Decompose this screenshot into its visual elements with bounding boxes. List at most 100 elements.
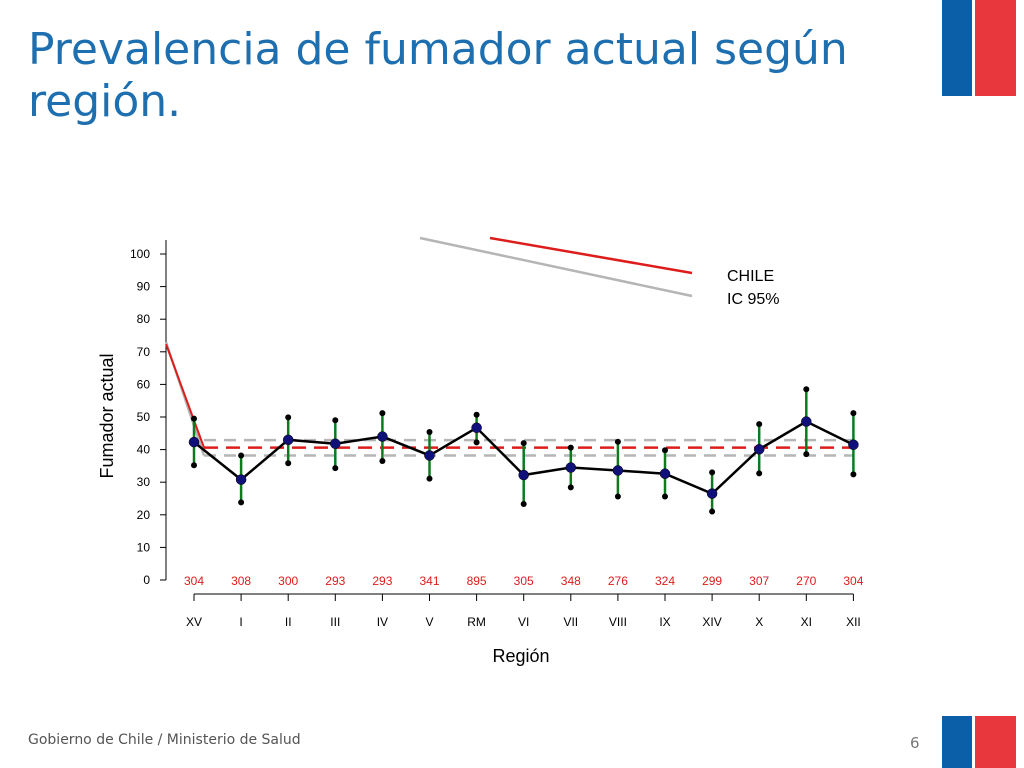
chart-marks: 304 308 300 293 293 341 895 305 348 276 324 299 307 2…	[184, 386, 864, 588]
ci-lower-point	[567, 484, 574, 491]
ci-lower-point	[426, 475, 433, 482]
x-tick-label: VIII	[609, 615, 627, 629]
sample-size-label: 293	[325, 574, 345, 588]
data-point	[518, 469, 529, 481]
ci-lower-point	[473, 439, 480, 446]
x-tick-label: V	[425, 615, 433, 629]
sample-size-label: 307	[749, 574, 769, 588]
sample-size-label: 270	[796, 574, 816, 588]
ci-lower-point	[709, 508, 716, 515]
flag-blue-stripe	[942, 716, 972, 768]
sample-size-label: 308	[231, 574, 251, 588]
ci-upper-point	[709, 469, 716, 476]
legend-ci-label: IC 95%	[727, 291, 779, 308]
data-point	[848, 439, 859, 450]
x-tick-label: I	[239, 615, 242, 629]
x-axis-label: Región	[492, 646, 549, 666]
ci-lower-point	[379, 458, 386, 465]
data-point	[706, 488, 718, 499]
data-point	[612, 465, 624, 476]
sample-size-label: 276	[608, 574, 628, 588]
legend-national-label: CHILE	[727, 268, 774, 285]
x-tick-label: IV	[377, 615, 388, 629]
reference-lines	[204, 438, 854, 457]
legend-national-leader	[165, 343, 205, 448]
footer-text: Gobierno de Chile / Ministerio de Salud	[28, 732, 301, 748]
sample-size-label: 304	[184, 574, 204, 588]
legend-ci-line	[419, 236, 693, 298]
ci-upper-point	[285, 414, 292, 421]
y-tick-label: 100	[130, 247, 150, 261]
x-tick-label: XI	[801, 615, 812, 629]
sample-size-label: 305	[514, 574, 534, 588]
sample-size-label: 341	[419, 574, 439, 588]
x-tick-label: III	[330, 615, 340, 629]
ci-upper-point	[379, 410, 386, 417]
legend-national-line	[489, 236, 693, 275]
x-tick-label: XII	[846, 615, 861, 629]
ci-lower-point	[332, 465, 339, 472]
data-point	[424, 450, 435, 461]
ci-lower-point	[756, 470, 763, 477]
ci-lower-point	[614, 493, 621, 500]
x-tick-label: X	[755, 615, 763, 629]
flag-logo-bottom	[942, 716, 1016, 768]
ci-upper-point	[803, 386, 810, 393]
sample-size-label: 300	[278, 574, 298, 588]
data-point	[235, 474, 247, 485]
ci-upper-point	[473, 411, 480, 418]
x-tick-label: VI	[518, 615, 529, 629]
x-tick-label: VII	[563, 615, 578, 629]
flag-logo-top	[942, 0, 1016, 96]
page-number: 6	[910, 734, 920, 752]
x-tick-label: IX	[659, 615, 670, 629]
ci-lower-point	[850, 471, 857, 478]
slide-title: Prevalencia de fumador actual según regi…	[28, 24, 848, 127]
y-tick-label: 60	[137, 377, 151, 391]
x-tick-label: XV	[186, 615, 202, 629]
sample-size-label: 304	[843, 574, 863, 588]
ci-lower-point	[662, 493, 668, 500]
ci-lower-point	[520, 501, 527, 508]
flag-red-stripe	[975, 0, 1016, 96]
ci-upper-point	[238, 452, 245, 459]
ci-upper-point	[614, 438, 621, 445]
x-tick-label: II	[285, 615, 292, 629]
ci-upper-point	[426, 428, 433, 435]
ci-upper-point	[567, 444, 574, 451]
ci-lower-point	[803, 451, 810, 458]
y-tick-label: 30	[137, 475, 151, 489]
y-tick-label: 70	[137, 345, 151, 359]
data-point	[753, 444, 765, 455]
data-point	[471, 422, 482, 434]
y-tick-label: 10	[137, 540, 151, 554]
y-tick-label: 20	[137, 508, 151, 522]
sample-size-label: 293	[372, 574, 392, 588]
x-tick-label: RM	[467, 615, 486, 629]
data-point	[801, 416, 812, 427]
ci-lower-point	[238, 499, 245, 506]
y-tick-label: 90	[137, 280, 151, 294]
ci-lower-point	[191, 462, 197, 469]
y-tick-label: 50	[137, 410, 151, 424]
data-point	[377, 431, 388, 442]
ci-upper-point	[520, 440, 527, 447]
data-point	[565, 462, 577, 473]
x-tick-label: XIV	[702, 615, 721, 629]
ci-upper-point	[850, 410, 857, 417]
y-tick-label: 40	[137, 443, 151, 457]
y-tick-label: 0	[143, 573, 150, 587]
y-axis-label: Fumador actual	[97, 353, 117, 478]
data-point	[330, 438, 341, 449]
flag-red-stripe	[975, 716, 1016, 768]
flag-blue-stripe	[942, 0, 972, 96]
sample-size-label: 324	[655, 574, 675, 588]
ci-upper-point	[662, 447, 668, 454]
sample-size-label: 299	[702, 574, 722, 588]
ci-upper-point	[332, 417, 339, 424]
sample-size-label: 895	[467, 574, 487, 588]
sample-size-label: 348	[561, 574, 581, 588]
ci-upper-point	[756, 421, 763, 428]
